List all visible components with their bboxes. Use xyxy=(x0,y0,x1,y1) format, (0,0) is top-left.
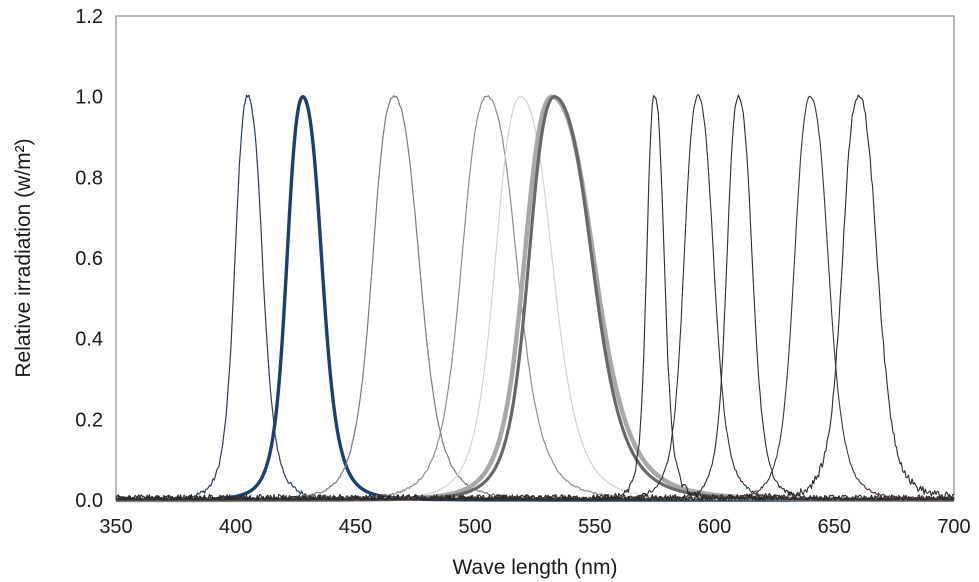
y-axis-title: Relative irradiation (w/m²) xyxy=(12,138,35,377)
spectrum-series-11 xyxy=(115,94,954,501)
y-tick-label: 0.8 xyxy=(75,167,103,189)
y-tick-label: 0.4 xyxy=(75,329,103,351)
y-tick-label: 0.6 xyxy=(75,248,103,270)
plot-area xyxy=(115,15,955,501)
x-tick-label: 400 xyxy=(219,516,252,538)
x-tick-label: 600 xyxy=(698,516,731,538)
y-tick-label: 1.2 xyxy=(75,6,103,28)
x-tick-label: 500 xyxy=(458,516,491,538)
x-tick-label: 550 xyxy=(578,516,611,538)
y-tick-label: 0.0 xyxy=(75,490,103,512)
x-axis-ticks: 350 400 450 500 550 600 650 700 xyxy=(99,516,970,538)
y-axis-ticks: 0.0 0.2 0.4 0.6 0.8 1.0 1.2 xyxy=(75,6,103,512)
x-tick-label: 700 xyxy=(937,516,970,538)
x-axis-title: Wave length (nm) xyxy=(453,556,618,579)
x-tick-label: 450 xyxy=(339,516,372,538)
y-tick-label: 0.2 xyxy=(75,409,103,431)
y-tick-label: 1.0 xyxy=(75,87,103,109)
series-layer xyxy=(114,94,956,503)
x-tick-label: 650 xyxy=(818,516,851,538)
x-tick-label: 350 xyxy=(99,516,132,538)
